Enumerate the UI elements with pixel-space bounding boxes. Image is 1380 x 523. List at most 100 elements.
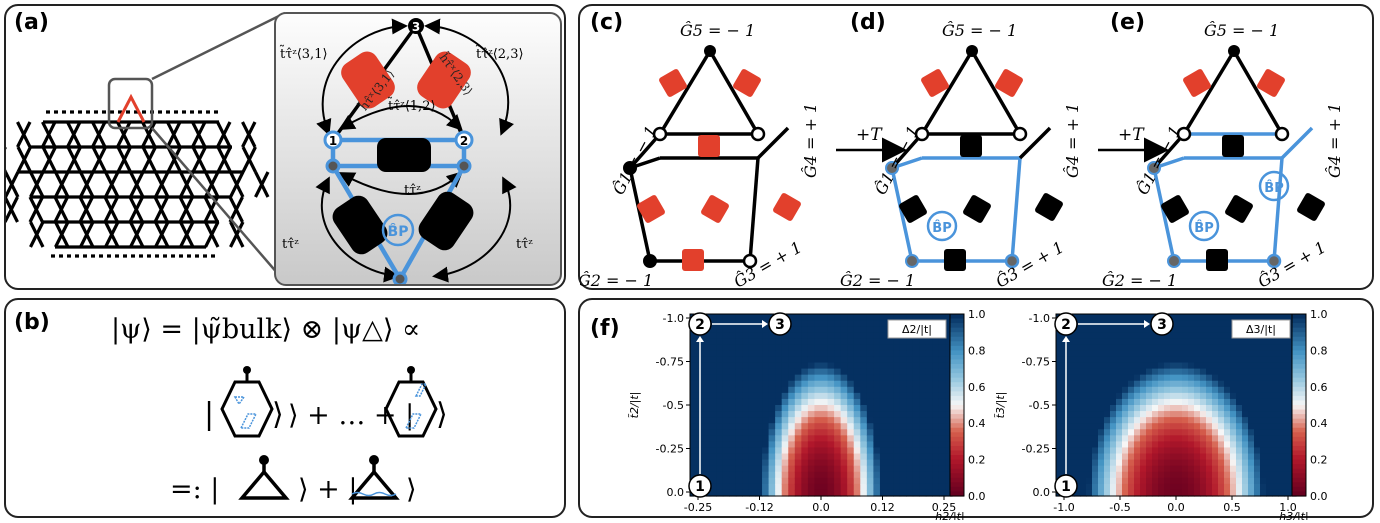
heatmap-cell bbox=[1158, 344, 1165, 351]
heatmap-cell bbox=[742, 459, 750, 467]
heatmap-cell bbox=[873, 447, 881, 455]
heatmap-cell bbox=[735, 362, 743, 370]
bp-loop-icon-2 bbox=[1258, 170, 1290, 202]
heatmap-cell bbox=[709, 411, 717, 418]
heatmap-cell bbox=[755, 398, 763, 406]
heatmap-cell bbox=[932, 392, 940, 400]
heatmap-cell bbox=[762, 435, 770, 442]
heatmap-cell bbox=[1086, 453, 1093, 461]
heatmap-cell bbox=[781, 429, 789, 436]
heatmap-cell bbox=[762, 453, 770, 461]
heatmap-cell bbox=[1068, 392, 1075, 400]
heatmap-cell bbox=[801, 465, 809, 473]
heatmap-cell bbox=[1122, 374, 1129, 382]
heatmap-cell bbox=[755, 459, 763, 467]
heatmap-cell bbox=[873, 435, 881, 442]
heatmap-cell bbox=[925, 405, 933, 412]
heatmap-cell bbox=[1200, 374, 1207, 382]
heatmap-cell bbox=[1128, 477, 1135, 485]
heatmap-cell bbox=[945, 447, 953, 455]
heatmap-cell bbox=[919, 344, 927, 351]
heatmap-cell bbox=[762, 326, 770, 333]
heatmap-cell bbox=[834, 392, 842, 400]
heatmap-cell bbox=[899, 368, 907, 376]
heatmap-cell bbox=[827, 326, 835, 333]
heatmap-cell bbox=[768, 332, 776, 339]
heatmap-cell bbox=[1200, 477, 1207, 485]
heatmap-cell bbox=[729, 392, 737, 400]
heatmap-cell bbox=[821, 405, 829, 412]
heatmap-cell bbox=[945, 338, 953, 345]
heatmap-cell bbox=[1134, 447, 1141, 455]
heatmap-cell bbox=[1068, 380, 1075, 388]
heatmap-cell bbox=[1164, 435, 1171, 442]
gauge-box-bottom bbox=[682, 249, 704, 271]
heatmap-cell bbox=[1260, 453, 1267, 461]
heatmap-cell bbox=[729, 423, 737, 430]
heatmap-cell bbox=[1110, 435, 1117, 442]
heatmap-cell bbox=[1134, 459, 1141, 467]
colorbar-cell bbox=[1292, 436, 1306, 442]
heatmap-cell bbox=[1170, 417, 1177, 424]
heatmap-cell bbox=[847, 483, 855, 491]
heatmap-cell bbox=[1158, 429, 1165, 436]
heatmap-cell bbox=[893, 405, 901, 412]
heatmap-cell bbox=[1134, 471, 1141, 479]
heatmap-cell bbox=[1272, 398, 1279, 406]
heatmap-cell bbox=[1242, 477, 1249, 485]
heatmap-cell bbox=[775, 465, 783, 473]
heatmap-cell bbox=[1260, 392, 1267, 400]
heatmap-cell bbox=[1068, 386, 1075, 394]
heatmap-cell bbox=[1134, 477, 1141, 485]
heatmap-cell bbox=[1224, 411, 1231, 418]
heatmap-cell bbox=[775, 429, 783, 436]
heatmap-cell bbox=[1110, 441, 1117, 449]
heatmap-cell bbox=[1194, 392, 1201, 400]
heatmap-cell bbox=[1110, 374, 1117, 382]
heatmap-cell bbox=[1140, 314, 1147, 321]
heatmap-cell bbox=[788, 338, 796, 345]
heatmap-cell bbox=[775, 411, 783, 418]
svg-text:2: 2 bbox=[460, 134, 468, 148]
heatmap-cell bbox=[1218, 411, 1225, 418]
node-1 bbox=[323, 130, 343, 150]
heatmap-cell bbox=[1236, 374, 1243, 382]
heatmap-cell bbox=[827, 465, 835, 473]
svg-text:t̃τ̂ᶻ⟨2,3⟩: t̃τ̂ᶻ⟨2,3⟩ bbox=[475, 45, 523, 62]
heatmap-cell bbox=[893, 362, 901, 370]
heatmap-cell bbox=[703, 441, 711, 449]
colorbar-cell bbox=[1292, 318, 1306, 324]
heatmap-cell bbox=[853, 441, 861, 449]
heatmap-cell bbox=[1230, 405, 1237, 412]
heatmap-cell bbox=[1206, 392, 1213, 400]
heatmap-cell bbox=[938, 392, 947, 400]
heatmap-cell bbox=[1140, 453, 1147, 461]
heatmap-cell bbox=[1128, 483, 1135, 491]
heatmap-cell bbox=[1212, 374, 1219, 382]
heatmap-cell bbox=[1080, 423, 1087, 430]
heatmap-cell bbox=[755, 453, 763, 461]
heatmap-cell bbox=[781, 392, 789, 400]
black-box-12 bbox=[377, 138, 431, 172]
heatmap-cell bbox=[762, 465, 770, 473]
heatmap-cell bbox=[788, 435, 796, 442]
heatmap-cell bbox=[755, 314, 763, 321]
heatmap-cell bbox=[788, 489, 796, 497]
heatmap-cell bbox=[735, 380, 743, 388]
heatmap-cell bbox=[1218, 429, 1225, 436]
heatmap-cell bbox=[722, 356, 730, 364]
heatmap-cell bbox=[703, 423, 711, 430]
gauge-box-middle bbox=[960, 135, 982, 157]
heatmap-cell bbox=[755, 429, 763, 436]
heatmap-cell bbox=[1194, 489, 1201, 497]
heatmap-cell bbox=[1128, 350, 1135, 358]
heatmap-cell bbox=[1098, 459, 1105, 467]
heatmap-cell bbox=[1176, 405, 1183, 412]
heatmap-cell bbox=[1260, 483, 1267, 491]
heatmap-cell bbox=[932, 447, 940, 455]
path-point-2 bbox=[688, 312, 712, 336]
heatmap-cell bbox=[1134, 423, 1141, 430]
heatmap-cell bbox=[703, 398, 711, 406]
heatmap-cell bbox=[775, 350, 783, 358]
heatmap-cell bbox=[1080, 411, 1087, 418]
